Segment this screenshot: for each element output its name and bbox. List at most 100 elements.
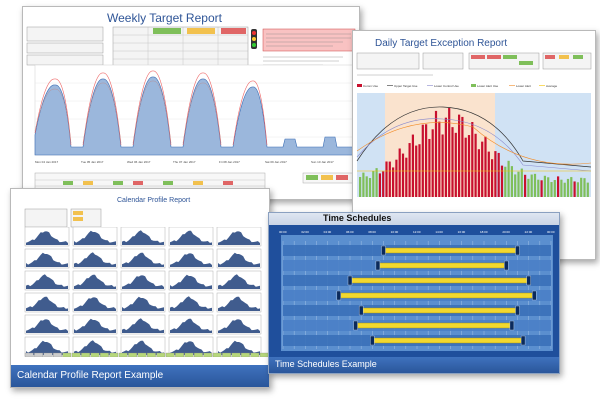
weekly-x-tick: Wed 06 Jan 2017 xyxy=(127,160,151,164)
legend-average: Average xyxy=(546,84,557,88)
hour-label: 00:00 xyxy=(279,230,287,234)
calendar-mini-chart xyxy=(168,248,214,269)
daily-bar xyxy=(375,168,378,197)
calendar-mini-chart xyxy=(120,270,166,291)
daily-bar xyxy=(540,180,543,197)
daily-bar xyxy=(484,136,487,197)
daily-bar xyxy=(497,152,500,197)
hour-label: 14:00 xyxy=(435,230,443,234)
daily-bar xyxy=(586,182,589,197)
hour-label: 08:00 xyxy=(368,230,376,234)
schedule-on-bar[interactable] xyxy=(338,292,535,299)
daily-bar xyxy=(583,178,586,197)
calendar-mini-chart xyxy=(72,270,118,291)
schedule-end-handle[interactable] xyxy=(509,320,515,331)
calendar-mini-chart xyxy=(216,292,262,313)
schedule-on-bar[interactable] xyxy=(377,262,507,269)
daily-bar xyxy=(507,160,510,197)
weekly-x-tick: Sat 09 Jan 2017 xyxy=(265,160,287,164)
daily-bar xyxy=(517,171,520,197)
schedule-on-bar[interactable] xyxy=(355,322,513,329)
calendar-mini-chart xyxy=(168,270,214,291)
daily-bar xyxy=(405,157,408,197)
daily-bar xyxy=(411,134,414,197)
schedule-start-handle[interactable] xyxy=(375,260,381,271)
daily-bar xyxy=(530,174,533,197)
calendar-mini-chart xyxy=(24,292,70,313)
schedule-on-bar[interactable] xyxy=(349,277,529,284)
daily-bar xyxy=(438,121,441,197)
daily-bar xyxy=(520,168,523,197)
daily-bar xyxy=(553,180,556,197)
daily-bar xyxy=(395,159,398,197)
weekly-consumption-chart: Mon 04 Jan 2017 Tue 05 Jan 2017 Wed 06 J… xyxy=(34,64,356,164)
daily-bar xyxy=(474,133,477,197)
daily-bar xyxy=(388,161,391,197)
schedule-start-handle[interactable] xyxy=(370,335,375,346)
daily-bar xyxy=(425,124,428,197)
hour-label: 06:00 xyxy=(346,230,354,234)
weekly-report-title: Weekly Target Report xyxy=(107,11,222,25)
weekly-x-tick: Mon 04 Jan 2017 xyxy=(35,160,59,164)
schedule-start-handle[interactable] xyxy=(353,320,358,331)
daily-bar xyxy=(527,178,530,197)
schedule-end-handle[interactable] xyxy=(520,335,526,346)
schedules-title: Time Schedules xyxy=(323,213,392,223)
daily-bar xyxy=(570,177,573,197)
hour-label: 00:00 xyxy=(547,230,555,234)
daily-bar xyxy=(533,173,537,197)
daily-bar xyxy=(392,167,395,197)
calendar-mini-chart xyxy=(120,336,166,357)
hour-label: 18:00 xyxy=(480,230,488,234)
calendar-bottom-strip xyxy=(24,352,269,357)
schedule-start-handle[interactable] xyxy=(336,290,342,301)
calendar-mini-chart xyxy=(72,292,118,313)
weekly-x-tick: Thu 07 Jan 2017 xyxy=(173,160,196,164)
schedule-start-handle[interactable] xyxy=(347,275,353,286)
calendar-mini-chart xyxy=(120,227,166,247)
daily-bar xyxy=(477,149,480,197)
calendar-mini-chart xyxy=(72,248,118,269)
daily-bar xyxy=(471,122,474,197)
schedule-end-handle[interactable] xyxy=(532,290,537,301)
daily-bar xyxy=(494,151,497,197)
schedule-end-handle[interactable] xyxy=(504,260,509,271)
calendar-mini-chart xyxy=(120,314,166,335)
legend-lower-alert-use: Lower Alert Use xyxy=(477,84,499,88)
calendar-mini-chart xyxy=(120,248,166,269)
schedules-title-bar: Time Schedules xyxy=(269,213,559,225)
daily-bar xyxy=(451,127,454,197)
daily-bar xyxy=(524,174,527,197)
calendar-caption-text: Calendar Profile Report Example xyxy=(17,370,164,381)
schedule-start-handle[interactable] xyxy=(381,245,386,256)
daily-bar xyxy=(550,182,553,197)
daily-bar xyxy=(448,107,451,197)
schedule-end-handle[interactable] xyxy=(515,305,520,316)
daily-bar xyxy=(362,172,365,197)
hour-label: 12:00 xyxy=(413,230,421,234)
daily-bar xyxy=(573,181,576,197)
calendar-mini-chart xyxy=(120,292,166,313)
daily-bar xyxy=(382,171,385,197)
calendar-mini-chart xyxy=(216,270,262,291)
calendar-mini-chart xyxy=(24,270,70,291)
daily-bar xyxy=(487,151,490,197)
daily-bar xyxy=(401,153,405,197)
calendar-mini-chart xyxy=(216,336,262,357)
schedule-start-handle[interactable] xyxy=(358,305,364,316)
schedule-end-handle[interactable] xyxy=(515,245,520,256)
schedule-end-handle[interactable] xyxy=(526,275,531,286)
daily-bar xyxy=(467,135,471,197)
calendar-mini-chart xyxy=(24,227,70,247)
schedule-on-bar[interactable] xyxy=(383,247,518,254)
hour-label: 02:00 xyxy=(301,230,309,234)
schedule-timeline: 00:00 02:00 04:00 06:00 08:00 10:00 12:00 14:00… xyxy=(269,225,559,359)
daily-bar xyxy=(444,117,447,197)
daily-report-title: Daily Target Exception Report xyxy=(375,38,508,49)
daily-bar xyxy=(557,176,560,197)
hour-label: 16:00 xyxy=(458,230,466,234)
daily-bar xyxy=(372,171,375,197)
calendar-mini-chart-grid xyxy=(24,227,269,357)
schedule-on-bar[interactable] xyxy=(372,337,524,344)
schedule-on-bar[interactable] xyxy=(360,307,518,314)
